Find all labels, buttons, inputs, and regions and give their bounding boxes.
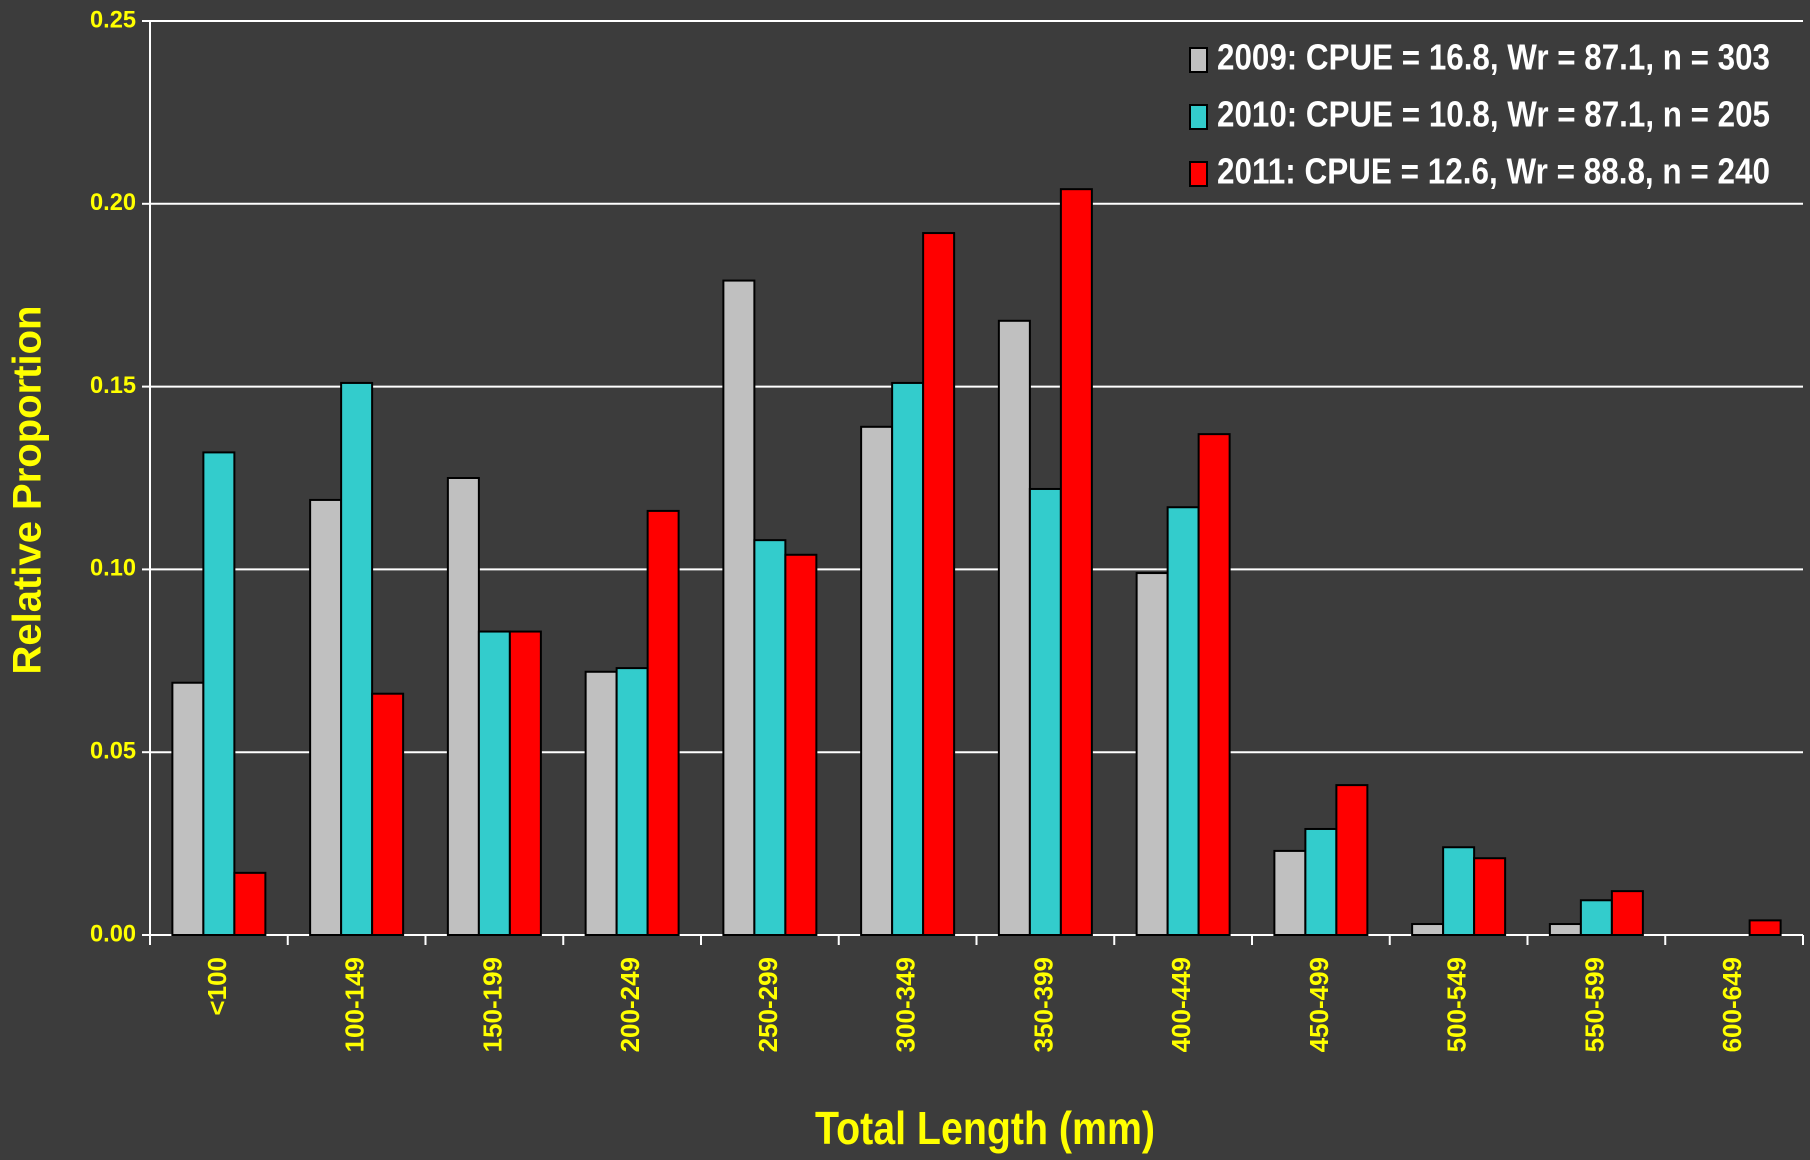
x-tick-label: 450-499	[1304, 957, 1334, 1052]
bar	[371, 692, 405, 936]
bar	[1059, 188, 1093, 936]
bar	[171, 681, 205, 937]
bar	[722, 279, 756, 936]
bar	[477, 630, 511, 936]
bar	[233, 871, 267, 937]
bar	[1135, 572, 1169, 937]
y-axis-title: Relative Proportion	[6, 306, 50, 675]
x-tick-label: 300-349	[891, 957, 921, 1052]
y-tick-label: 0.10	[90, 555, 136, 582]
bar	[753, 539, 787, 936]
bar	[1273, 849, 1307, 936]
legend-label: 2009: CPUE = 16.8, Wr = 87.1, n = 303	[1217, 37, 1770, 78]
bar	[784, 553, 818, 936]
bar	[615, 667, 649, 936]
bar	[309, 498, 343, 936]
x-tick-label: 150-199	[477, 957, 507, 1052]
x-tick-label: 550-599	[1579, 957, 1609, 1052]
legend-swatch	[1189, 161, 1208, 187]
bar	[891, 381, 925, 937]
bar	[922, 232, 956, 937]
bar	[1610, 890, 1644, 936]
x-tick-label: 500-549	[1442, 957, 1472, 1052]
bar	[1579, 899, 1613, 937]
legend-swatch	[1189, 47, 1208, 73]
bar	[1411, 923, 1445, 936]
y-tick-label: 0.05	[90, 738, 136, 765]
bar	[1473, 857, 1507, 936]
y-tick-label: 0.15	[90, 372, 136, 399]
x-tick-label: 100-149	[340, 957, 370, 1052]
bar	[340, 381, 374, 937]
y-tick-label: 0.25	[90, 6, 136, 33]
bar	[1197, 433, 1231, 936]
y-tick-label: 0.20	[90, 189, 136, 216]
bar	[446, 477, 480, 936]
bar	[1335, 784, 1369, 936]
bar	[202, 451, 236, 936]
x-tick-label: 350-399	[1028, 957, 1058, 1052]
bar	[1304, 827, 1338, 937]
x-tick-label: <100	[202, 957, 232, 1016]
x-axis-title: Total Length (mm)	[815, 1102, 1155, 1154]
x-tick-label: 200-249	[615, 957, 645, 1052]
bar	[584, 670, 618, 936]
bar	[860, 425, 894, 936]
bar	[1166, 506, 1200, 936]
bar	[997, 319, 1031, 936]
bar	[1748, 919, 1782, 936]
x-tick-label: 400-449	[1166, 957, 1196, 1052]
x-tick-label: 250-299	[753, 957, 783, 1052]
bar	[1028, 487, 1062, 936]
legend-label: 2011: CPUE = 12.6, Wr = 88.8, n = 240	[1217, 151, 1770, 192]
bar	[508, 630, 542, 936]
x-tick-label: 600-649	[1717, 957, 1747, 1052]
legend-label: 2010: CPUE = 10.8, Wr = 87.1, n = 205	[1217, 94, 1770, 135]
y-tick-label: 0.00	[90, 920, 136, 947]
bar	[1548, 923, 1582, 936]
bar	[646, 509, 680, 936]
legend-swatch	[1189, 104, 1208, 130]
bar	[1442, 846, 1476, 936]
